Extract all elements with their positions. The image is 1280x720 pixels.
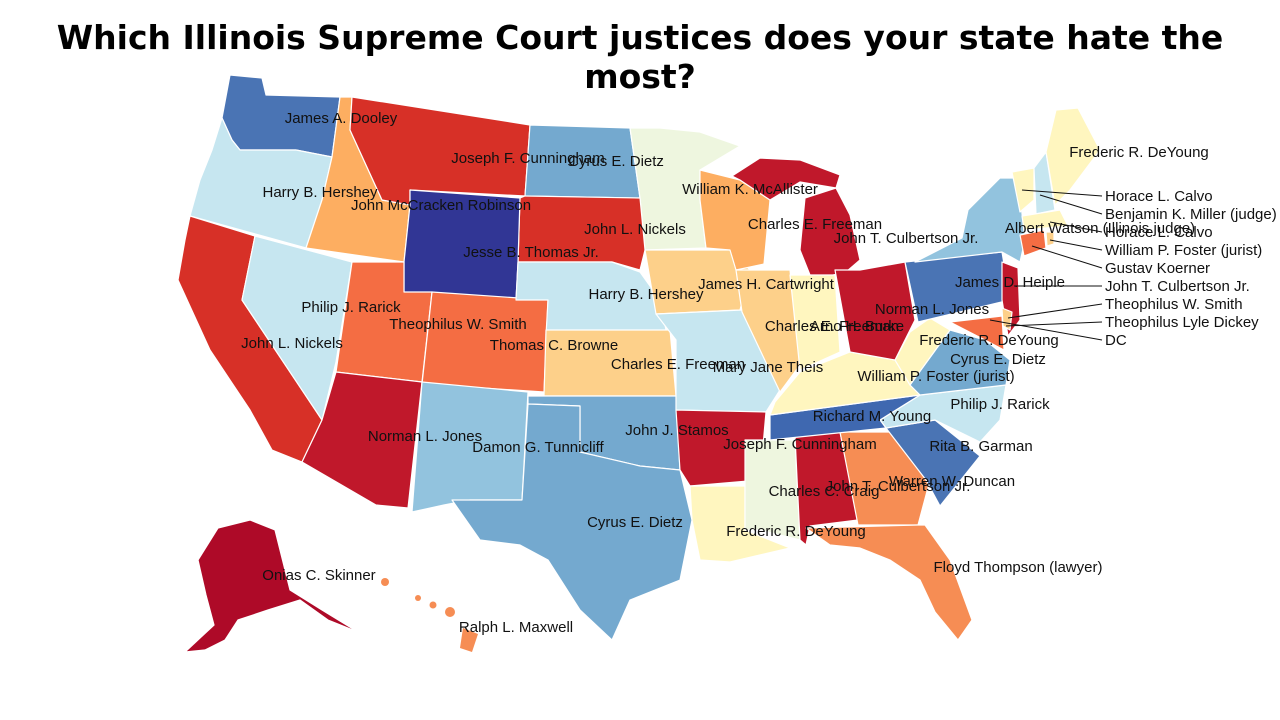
label-idaho: John McCracken Robinson [351,197,531,214]
label-florida: Floyd Thompson (lawyer) [934,559,1103,576]
state-arkansas[interactable] [675,409,767,487]
label-washington: James A. Dooley [285,110,398,127]
label-ohio: Norman L. Jones [875,301,989,318]
callout-rhode-island: William P. Foster (jurist) [1105,242,1262,259]
state-maryland[interactable] [949,315,1005,351]
state-alaska[interactable] [184,519,359,653]
state-ohio[interactable] [834,261,916,361]
label-oregon: Harry B. Hershey [262,184,378,201]
label-alabama: John T. Culbertson Jr. [826,478,971,495]
label-alaska: Onias C. Skinner [262,567,375,584]
state-west-virginia[interactable] [894,317,951,386]
label-north-carolina: Philip J. Rarick [950,396,1050,413]
label-louisiana: Frederic R. DeYoung [726,523,866,540]
callout-massachusetts: Horace L. Calvo [1105,224,1213,241]
label-utah: Theophilus W. Smith [389,316,527,333]
label-tennessee: Richard M. Young [813,408,931,425]
label-pennsylvania: James D. Heiple [955,274,1065,291]
label-georgia: Warren W. Duncan [889,473,1015,490]
state-hawaii[interactable] [381,578,478,652]
label-arizona: Norman L. Jones [368,428,482,445]
state-indiana[interactable] [789,274,841,371]
label-south-carolina: Rita B. Garman [929,438,1032,455]
label-mississippi: Charles C. Craig [769,483,880,500]
callout-new-hampshire: Benjamin K. Miller (judge) [1105,206,1277,223]
state-illinois[interactable] [735,269,801,393]
label-west-virginia: Frederic R. DeYoung [919,332,1059,349]
callout-new-jersey: John T. Culbertson Jr. [1105,278,1250,295]
state-michigan-lower[interactable] [799,187,861,281]
state-massachusetts[interactable] [1021,209,1069,231]
label-kansas: Charles E. Freeman [611,356,745,373]
label-wyoming: Jesse B. Thomas Jr. [463,244,599,261]
label-new-york: Albert Watson (Illinois judge) [1005,220,1195,237]
label-california: John L. Nickels [241,335,343,352]
label-maine: Frederic R. DeYoung [1069,144,1209,161]
callout-maryland: Theophilus Lyle Dickey [1105,314,1259,331]
label-iowa: James H. Cartwright [698,276,835,293]
callout-delaware: Theophilus W. Smith [1105,296,1243,313]
label-wisconsin: Charles E. Freeman [748,216,882,233]
label-nevada: Philip J. Rarick [301,299,401,316]
label-missouri: Mary Jane Theis [713,359,824,376]
state-mississippi[interactable] [744,439,801,541]
state-delaware[interactable] [1001,307,1013,331]
map-title: Which Illinois Supreme Court justices do… [56,18,1224,96]
callout-leaders [989,189,1103,341]
callout-connecticut: Gustav Koerner [1105,260,1210,277]
label-virginia: Cyrus E. Dietz [950,351,1046,368]
label-texas: Cyrus E. Dietz [587,514,683,531]
callout-dc: DC [1105,332,1127,349]
label-south-dakota: John L. Nickels [584,221,686,238]
label-new-mexico: Damon G. Tunnicliff [472,439,604,456]
label-michigan: John T. Culbertson Jr. [834,230,979,247]
state-nevada[interactable] [241,235,353,421]
label-nebraska: Harry B. Hershey [588,286,704,303]
state-texas[interactable] [451,403,693,641]
label-arkansas: Joseph F. Cunningham [723,436,876,453]
label-hawaii: Ralph L. Maxwell [459,619,573,636]
label-minnesota: William K. McAllister [682,181,818,198]
callout-vermont: Horace L. Calvo [1105,188,1213,205]
state-rhode-island[interactable] [1045,231,1055,247]
state-connecticut[interactable] [1019,229,1047,257]
label-north-dakota: Cyrus E. Dietz [568,153,664,170]
label-illinois: Charles E. Freeman [765,318,899,335]
state-maine[interactable] [1045,107,1101,206]
label-oklahoma: John J. Stamos [625,422,728,439]
state-florida[interactable] [805,524,973,641]
label-colorado: Thomas C. Browne [490,337,618,354]
label-indiana: Arno H. Burke [810,318,904,335]
label-kentucky: William P. Foster (jurist) [857,368,1014,385]
label-montana: Joseph F. Cunningham [451,150,604,167]
